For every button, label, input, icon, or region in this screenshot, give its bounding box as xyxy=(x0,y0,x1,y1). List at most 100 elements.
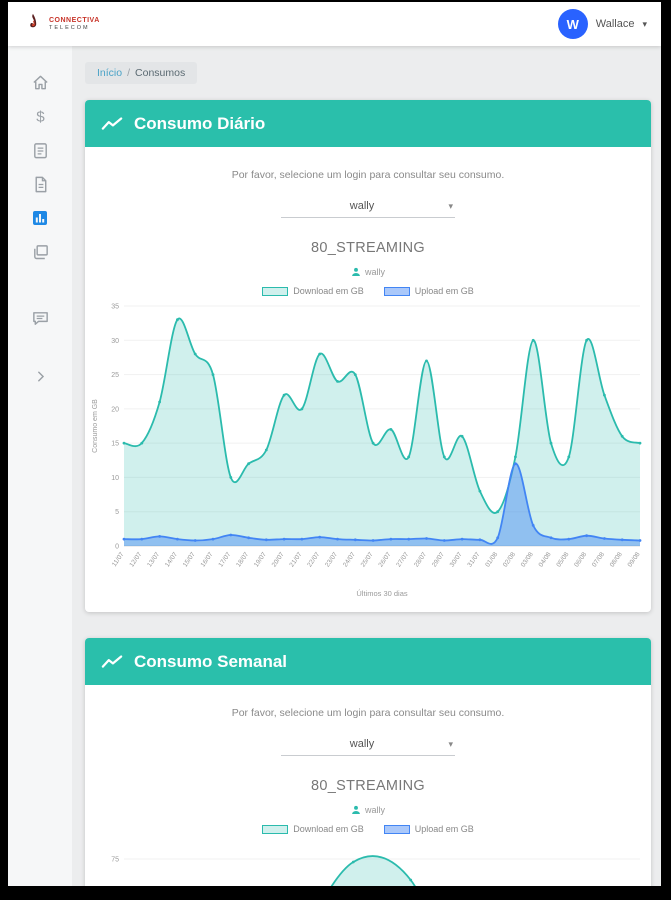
sidebar-item-home[interactable] xyxy=(21,66,59,98)
svg-text:25/07: 25/07 xyxy=(360,551,375,569)
svg-text:27/07: 27/07 xyxy=(395,551,410,569)
sidebar-collapse-toggle[interactable] xyxy=(21,360,59,392)
chevron-down-icon: ▾ xyxy=(448,201,453,211)
sidebar-item-support-chat[interactable] xyxy=(21,302,59,334)
daily-card-header: Consumo Diário xyxy=(85,100,651,147)
svg-text:75: 75 xyxy=(111,857,119,864)
svg-text:Consumo em GB: Consumo em GB xyxy=(92,399,99,453)
download-swatch xyxy=(262,824,289,834)
selected-user-tag: wally xyxy=(351,805,385,815)
svg-text:Últimos 30 dias: Últimos 30 dias xyxy=(356,589,408,598)
download-swatch xyxy=(262,286,289,296)
sidebar-item-consumption-charts[interactable] xyxy=(21,202,59,234)
svg-text:16/07: 16/07 xyxy=(200,551,215,569)
main-content: Início / Consumos Consumo Diário Por fav… xyxy=(72,46,661,886)
assignment-icon xyxy=(33,142,47,158)
svg-text:0: 0 xyxy=(115,544,119,551)
description-icon xyxy=(35,176,46,192)
svg-text:$: $ xyxy=(36,108,45,125)
selected-user-tag: wally xyxy=(351,267,385,277)
svg-text:28/07: 28/07 xyxy=(413,551,428,569)
svg-text:13/07: 13/07 xyxy=(146,551,161,569)
breadcrumb-current[interactable]: Consumos xyxy=(135,67,186,79)
svg-text:05/08: 05/08 xyxy=(555,551,570,569)
line-chart-icon xyxy=(101,654,123,668)
chevron-right-icon xyxy=(37,371,44,381)
legend-label: Upload em GB xyxy=(414,824,474,834)
svg-text:22/07: 22/07 xyxy=(306,551,321,569)
breadcrumb-home-link[interactable]: Início xyxy=(97,67,123,79)
legend-item-upload: Upload em GB xyxy=(383,824,474,834)
svg-text:30: 30 xyxy=(111,338,119,345)
daily-consumption-chart: 0 5 10 15 20 25 30 35 Consumo em GB 11/07 12/07 13/… xyxy=(92,304,642,599)
chart-legend: Download em GB Upload em GB xyxy=(262,824,474,834)
home-icon xyxy=(32,75,48,89)
svg-text:31/07: 31/07 xyxy=(466,551,481,569)
user-menu[interactable]: W Wallace ▾ xyxy=(557,9,647,39)
svg-text:35: 35 xyxy=(111,304,119,311)
svg-text:07/08: 07/08 xyxy=(591,551,606,569)
card-title: Consumo Semanal xyxy=(134,651,288,671)
sidebar-item-billing[interactable]: $ xyxy=(21,100,59,132)
selected-user-label: wally xyxy=(364,267,385,277)
select-login-prompt: Por favor, selecione um login para consu… xyxy=(231,169,505,181)
svg-text:30/07: 30/07 xyxy=(449,551,464,569)
chat-icon xyxy=(32,311,48,325)
svg-text:08/08: 08/08 xyxy=(609,551,624,569)
login-select-value: wally xyxy=(349,738,375,750)
app-window: CONNECTIVA TELECOM W Wallace ▾ $ xyxy=(8,2,661,886)
legend-item-download: Download em GB xyxy=(262,824,364,834)
chevron-down-icon[interactable]: ▾ xyxy=(642,18,647,29)
svg-text:26/07: 26/07 xyxy=(377,551,392,569)
svg-text:02/08: 02/08 xyxy=(502,551,517,569)
legend-label: Download em GB xyxy=(293,286,364,296)
breadcrumb-separator: / xyxy=(127,67,131,79)
svg-text:17/07: 17/07 xyxy=(217,551,232,569)
svg-text:03/08: 03/08 xyxy=(520,551,535,569)
bar-chart-icon xyxy=(33,211,47,225)
chevron-down-icon: ▾ xyxy=(448,739,453,749)
svg-text:23/07: 23/07 xyxy=(324,551,339,569)
upload-swatch xyxy=(383,286,410,296)
select-login-prompt: Por favor, selecione um login para consu… xyxy=(231,707,505,719)
sidebar-item-plans[interactable] xyxy=(21,236,59,268)
login-select[interactable]: wally ▾ xyxy=(281,734,455,756)
person-icon xyxy=(352,267,360,276)
svg-text:01/08: 01/08 xyxy=(484,551,499,569)
upload-swatch xyxy=(383,824,410,834)
weekly-consumption-chart: 0255075 xyxy=(111,855,640,886)
legend-label: Upload em GB xyxy=(414,286,474,296)
breadcrumb: Início / Consumos xyxy=(85,62,198,84)
login-select-value: wally xyxy=(349,200,375,212)
svg-text:15/07: 15/07 xyxy=(182,551,197,569)
flame-logo-icon xyxy=(30,13,37,28)
brand-logo[interactable]: CONNECTIVA TELECOM xyxy=(22,13,100,35)
money-icon: $ xyxy=(36,108,45,125)
brand-name: CONNECTIVA xyxy=(49,16,100,24)
chart-legend: Download em GB Upload em GB xyxy=(262,286,474,296)
user-name: Wallace xyxy=(595,18,635,30)
svg-text:18/07: 18/07 xyxy=(235,551,250,569)
legend-item-download: Download em GB xyxy=(262,286,364,296)
svg-text:04/08: 04/08 xyxy=(538,551,553,569)
svg-text:12/07: 12/07 xyxy=(128,551,143,569)
sidebar-item-contracts[interactable] xyxy=(21,134,59,166)
svg-text:20: 20 xyxy=(111,406,119,413)
chart-title: 80_STREAMING xyxy=(311,778,425,794)
svg-text:24/07: 24/07 xyxy=(342,551,357,569)
svg-text:14/07: 14/07 xyxy=(164,551,179,569)
svg-text:11/07: 11/07 xyxy=(111,551,126,568)
svg-text:29/07: 29/07 xyxy=(431,551,446,569)
svg-text:10: 10 xyxy=(111,475,119,482)
avatar[interactable]: W xyxy=(557,9,588,39)
svg-text:19/07: 19/07 xyxy=(253,551,268,569)
svg-text:15: 15 xyxy=(111,441,119,448)
line-chart-icon xyxy=(101,116,123,130)
top-bar: CONNECTIVA TELECOM W Wallace ▾ xyxy=(8,2,661,46)
card-title: Consumo Diário xyxy=(134,113,266,133)
svg-text:25: 25 xyxy=(111,372,119,379)
svg-text:5: 5 xyxy=(115,509,119,516)
sidebar-item-documents[interactable] xyxy=(21,168,59,200)
svg-text:20/07: 20/07 xyxy=(271,551,286,569)
login-select[interactable]: wally ▾ xyxy=(281,196,455,218)
